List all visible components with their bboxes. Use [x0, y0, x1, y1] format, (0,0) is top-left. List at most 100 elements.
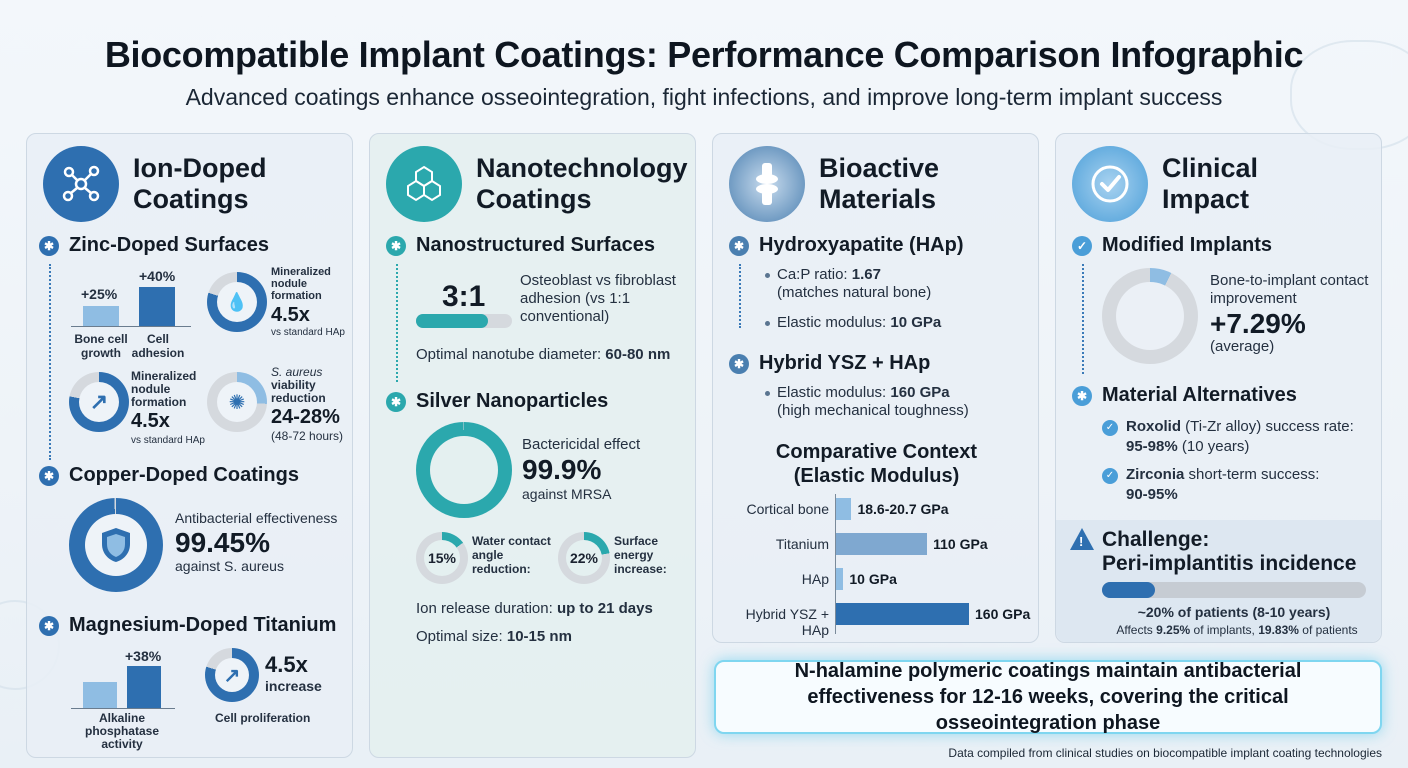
increase-value: 4.5x — [265, 652, 308, 677]
knee-joint-icon — [729, 146, 805, 222]
nano-lattice-icon — [386, 146, 462, 222]
page-subtitle: Advanced coatings enhance osseointegrati… — [185, 84, 1223, 110]
increase-label: increase — [265, 678, 322, 694]
chart-value-label: 160 GPa — [975, 606, 1031, 622]
chart-category-label: Titanium — [775, 536, 829, 552]
challenge-title: Challenge: Peri-implantitis incidence — [1102, 528, 1357, 575]
ring-hole: ↗ — [79, 382, 119, 422]
droplet-icon: 💧 — [225, 291, 249, 312]
ion-doped-panel: Ion-Doped Coatings ✱ Zinc-Doped Surfaces +… — [26, 133, 353, 758]
bar-baseline — [71, 708, 175, 709]
ring-hole: 22% — [566, 540, 602, 576]
ratio-desc: Osteoblast vs fibroblast adhesion (vs 1:… — [520, 272, 676, 325]
aureus-note: (48-72 hours) — [271, 429, 344, 443]
chart-category-label: HAp — [801, 571, 829, 587]
prolif-label: Cell proliferation — [215, 711, 311, 725]
water-label: Water contact angle reduction: — [472, 534, 551, 576]
ring-hole: 15% — [424, 540, 460, 576]
nodule-value: 4.5x — [131, 410, 170, 432]
energy-label: Surface energy increase: — [614, 534, 667, 576]
copper-note: against S. aureus — [175, 558, 284, 574]
hap-modulus: Elastic modulus: 10 GPa — [777, 314, 942, 331]
ring-hole — [85, 514, 147, 576]
bar-label: Cell adhesion — [131, 332, 185, 360]
modified-heading: ✓ Modified Implants — [1072, 234, 1272, 257]
aureus-value: 24-28% — [271, 406, 340, 428]
incidence-track — [1102, 582, 1366, 598]
chart-bar — [835, 498, 852, 520]
zinc-heading: ✱ Zinc-Doped Surfaces — [39, 234, 269, 257]
warning-mark: ! — [1079, 534, 1084, 549]
bar-value: +25% — [81, 286, 118, 302]
hybrid-modulus: Elastic modulus: 160 GPa (high mechanical… — [777, 384, 969, 419]
modulus-chart: Cortical bone 18.6-20.7 GPa Titanium 110 GP… — [713, 494, 1040, 638]
nodule-label: Mineralized nodule formation — [131, 369, 197, 409]
chart-category-label: Hybrid YSZ + HAp — [745, 606, 829, 638]
hybrid-heading: ✱ Hybrid YSZ + HAp — [729, 352, 930, 375]
silver-heading: ✱ Silver Nanoparticles — [386, 390, 608, 413]
ratio-value: 3:1 — [442, 280, 486, 313]
ratio-fill — [416, 314, 488, 328]
baseline-bar — [83, 682, 117, 708]
copper-value: 99.45% — [175, 527, 270, 558]
cell-adhesion-bar — [139, 287, 175, 326]
check-badge-icon — [1072, 146, 1148, 222]
bar-baseline — [71, 326, 191, 327]
chart-bar — [835, 533, 928, 555]
panel-title: Clinical Impact — [1162, 153, 1259, 214]
check-icon: ✓ — [1072, 235, 1092, 256]
arrow-up-right-icon: ↗ — [89, 389, 109, 414]
bact-value: 99.9% — [522, 454, 602, 485]
contact-note: (average) — [1210, 338, 1275, 355]
incidence-fill — [1102, 582, 1155, 598]
bone-cell-bar — [83, 306, 119, 326]
molecule-icon: ✱ — [1072, 385, 1092, 406]
section-connector — [396, 264, 398, 382]
section-connector — [49, 264, 51, 460]
molecule-icon: ✱ — [39, 465, 59, 486]
contact-value: +7.29% — [1210, 308, 1306, 339]
chart-bar — [835, 568, 844, 590]
bar-value: +40% — [139, 268, 176, 284]
check-icon: ✓ — [1102, 420, 1118, 436]
crystal-icon: ✱ — [729, 235, 749, 256]
chart-value-label: 10 GPa — [849, 571, 897, 587]
roxolid-line: Roxolid (Ti-Zr alloy) success rate: 95-98… — [1126, 418, 1354, 455]
copper-heading: ✱ Copper-Doped Coatings — [39, 464, 299, 487]
zirconia-line: Zirconia short-term success: 90-95% — [1126, 466, 1320, 503]
section-connector — [1082, 264, 1084, 374]
nodule-note: vs standard HAp — [271, 327, 345, 338]
shield-icon — [102, 528, 130, 562]
nanostructured-heading: ✱ Nanostructured Surfaces — [386, 234, 655, 257]
molecule-icon — [43, 146, 119, 222]
nanoparticle-icon: ✱ — [386, 391, 406, 412]
nodule-note: vs standard HAp — [131, 435, 205, 446]
check-icon: ✓ — [1102, 468, 1118, 484]
alternatives-heading: ✱ Material Alternatives — [1072, 384, 1297, 407]
arrow-up-right-icon: ↗ — [223, 664, 241, 687]
crystal-icon: ✱ — [729, 353, 749, 374]
bact-note: against MRSA — [522, 486, 612, 502]
molecule-icon: ✱ — [39, 235, 59, 256]
bar-label: Bone cell growth — [74, 332, 128, 360]
challenge-box — [1056, 520, 1381, 642]
ring-hole: 💧 — [217, 282, 257, 322]
section-connector — [739, 264, 741, 328]
panel-title: Nanotechnology Coatings — [476, 153, 688, 214]
n-halamine-callout: N-halamine polymeric coatings maintain a… — [714, 660, 1382, 734]
chart-value-label: 110 GPa — [933, 536, 988, 552]
ring-hole — [430, 436, 498, 504]
magnesium-heading: ✱ Magnesium-Doped Titanium — [39, 614, 336, 637]
chart-title: Comparative Context (Elastic Modulus) — [775, 441, 978, 487]
footer-note: Data compiled from clinical studies on b… — [948, 746, 1382, 760]
diameter-line: Optimal nanotube diameter: 60-80 nm — [416, 346, 671, 363]
panel-title: Ion-Doped Coatings — [133, 153, 267, 214]
chart-value-label: 18.6-20.7 GPa — [857, 501, 949, 517]
alkaline-bar — [127, 666, 161, 708]
warning-icon — [1070, 528, 1094, 550]
bar-label: Alkaline phosphatase activity — [84, 711, 159, 751]
hap-heading: ✱ Hydroxyapatite (HAp) — [729, 234, 963, 257]
bar-value: +38% — [125, 648, 162, 664]
bullet — [765, 273, 770, 278]
challenge-main: ~20% of patients (8-10 years) — [1137, 604, 1331, 620]
